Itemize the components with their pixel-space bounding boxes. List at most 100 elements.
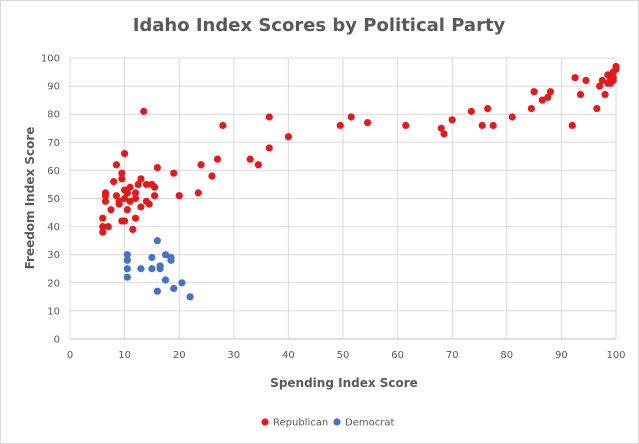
- legend-item-democrat: Democrat: [333, 418, 394, 429]
- data-point: [576, 90, 585, 99]
- legend-label: Democrat: [345, 418, 394, 429]
- series-republican: [99, 62, 620, 236]
- data-point: [153, 163, 161, 172]
- chart-title: Idaho Index Scores by Political Party: [133, 15, 506, 36]
- data-point: [121, 194, 129, 203]
- data-point: [167, 256, 175, 264]
- y-tick-label: 80: [47, 110, 60, 121]
- data-point: [440, 130, 448, 138]
- x-tick-label: 100: [606, 350, 625, 361]
- data-point: [448, 116, 456, 124]
- data-point: [137, 203, 145, 211]
- data-point: [151, 183, 159, 191]
- y-tick-label: 60: [47, 166, 60, 177]
- data-point: [194, 189, 202, 197]
- y-tick-label: 100: [41, 54, 60, 65]
- data-point: [123, 189, 131, 197]
- legend: Republican Democrat: [261, 418, 394, 429]
- data-point: [437, 124, 445, 132]
- data-point: [606, 75, 615, 83]
- data-point: [254, 161, 262, 169]
- data-point: [123, 265, 131, 273]
- x-tick-label: 0: [67, 350, 73, 361]
- y-tick-label: 0: [54, 335, 60, 346]
- legend-item-republican: Republican: [261, 418, 328, 429]
- x-axis-ticks: 0 10 20 30 40 50 60 70 80 90 100: [67, 350, 626, 361]
- data-point: [213, 155, 222, 163]
- data-point: [112, 192, 121, 200]
- data-point: [99, 214, 107, 222]
- data-point: [186, 293, 194, 301]
- data-point: [489, 121, 497, 130]
- gridlines: [69, 57, 617, 340]
- x-tick-label: 60: [391, 350, 404, 361]
- data-point: [118, 169, 126, 177]
- data-point: [197, 161, 205, 169]
- data-point: [598, 76, 606, 85]
- data-point: [121, 149, 129, 158]
- data-point: [148, 265, 156, 273]
- data-point: [148, 253, 156, 262]
- data-point: [161, 251, 170, 259]
- legend-marker: [333, 418, 341, 426]
- data-point: [161, 276, 170, 284]
- data-point: [134, 180, 142, 189]
- data-point: [156, 265, 164, 273]
- data-point: [131, 194, 140, 203]
- data-point: [593, 104, 601, 113]
- data-point: [568, 121, 576, 130]
- data-point: [246, 155, 254, 163]
- data-point: [175, 192, 183, 200]
- data-point: [170, 284, 178, 293]
- y-axis-ticks: 0 10 20 30 40 50 60 70 80 90 100: [41, 54, 60, 346]
- x-axis-title: Spending Index Score: [270, 376, 418, 390]
- data-point: [363, 119, 372, 127]
- series-democrat: [123, 237, 194, 301]
- x-tick-label: 80: [500, 350, 513, 361]
- data-point: [612, 62, 620, 71]
- data-point: [219, 121, 227, 130]
- data-point: [402, 121, 410, 130]
- data-point: [131, 189, 140, 197]
- data-point: [467, 107, 475, 115]
- y-tick-label: 20: [47, 278, 60, 289]
- data-point: [123, 206, 131, 214]
- data-point: [153, 237, 161, 245]
- data-point: [126, 183, 134, 191]
- x-tick-label: 40: [282, 350, 295, 361]
- data-point: [129, 225, 137, 234]
- y-tick-label: 10: [47, 306, 60, 317]
- data-point: [596, 82, 604, 90]
- data-point: [118, 175, 126, 183]
- data-point: [336, 121, 344, 130]
- y-tick-label: 30: [47, 250, 60, 261]
- data-point: [571, 74, 579, 82]
- data-point: [508, 113, 516, 121]
- data-point: [601, 90, 609, 99]
- x-tick-label: 10: [118, 350, 131, 361]
- x-tick-label: 50: [337, 350, 350, 361]
- data-point: [107, 206, 115, 214]
- data-point: [530, 88, 538, 96]
- data-point: [265, 113, 273, 121]
- data-point: [538, 96, 546, 104]
- data-point: [265, 144, 273, 152]
- data-point: [178, 279, 186, 287]
- data-point: [123, 273, 131, 281]
- legend-label: Republican: [273, 418, 328, 429]
- data-point: [582, 76, 590, 85]
- data-point: [142, 180, 151, 189]
- data-point: [170, 169, 178, 177]
- data-point: [112, 161, 121, 169]
- data-point: [153, 287, 161, 295]
- data-point: [478, 121, 486, 130]
- data-point: [110, 178, 118, 186]
- x-tick-label: 30: [227, 350, 240, 361]
- y-tick-label: 90: [47, 82, 60, 93]
- y-axis-title: Freedom Index Score: [23, 127, 37, 270]
- data-point: [101, 189, 110, 197]
- legend-marker: [261, 418, 269, 426]
- data-point: [131, 214, 140, 222]
